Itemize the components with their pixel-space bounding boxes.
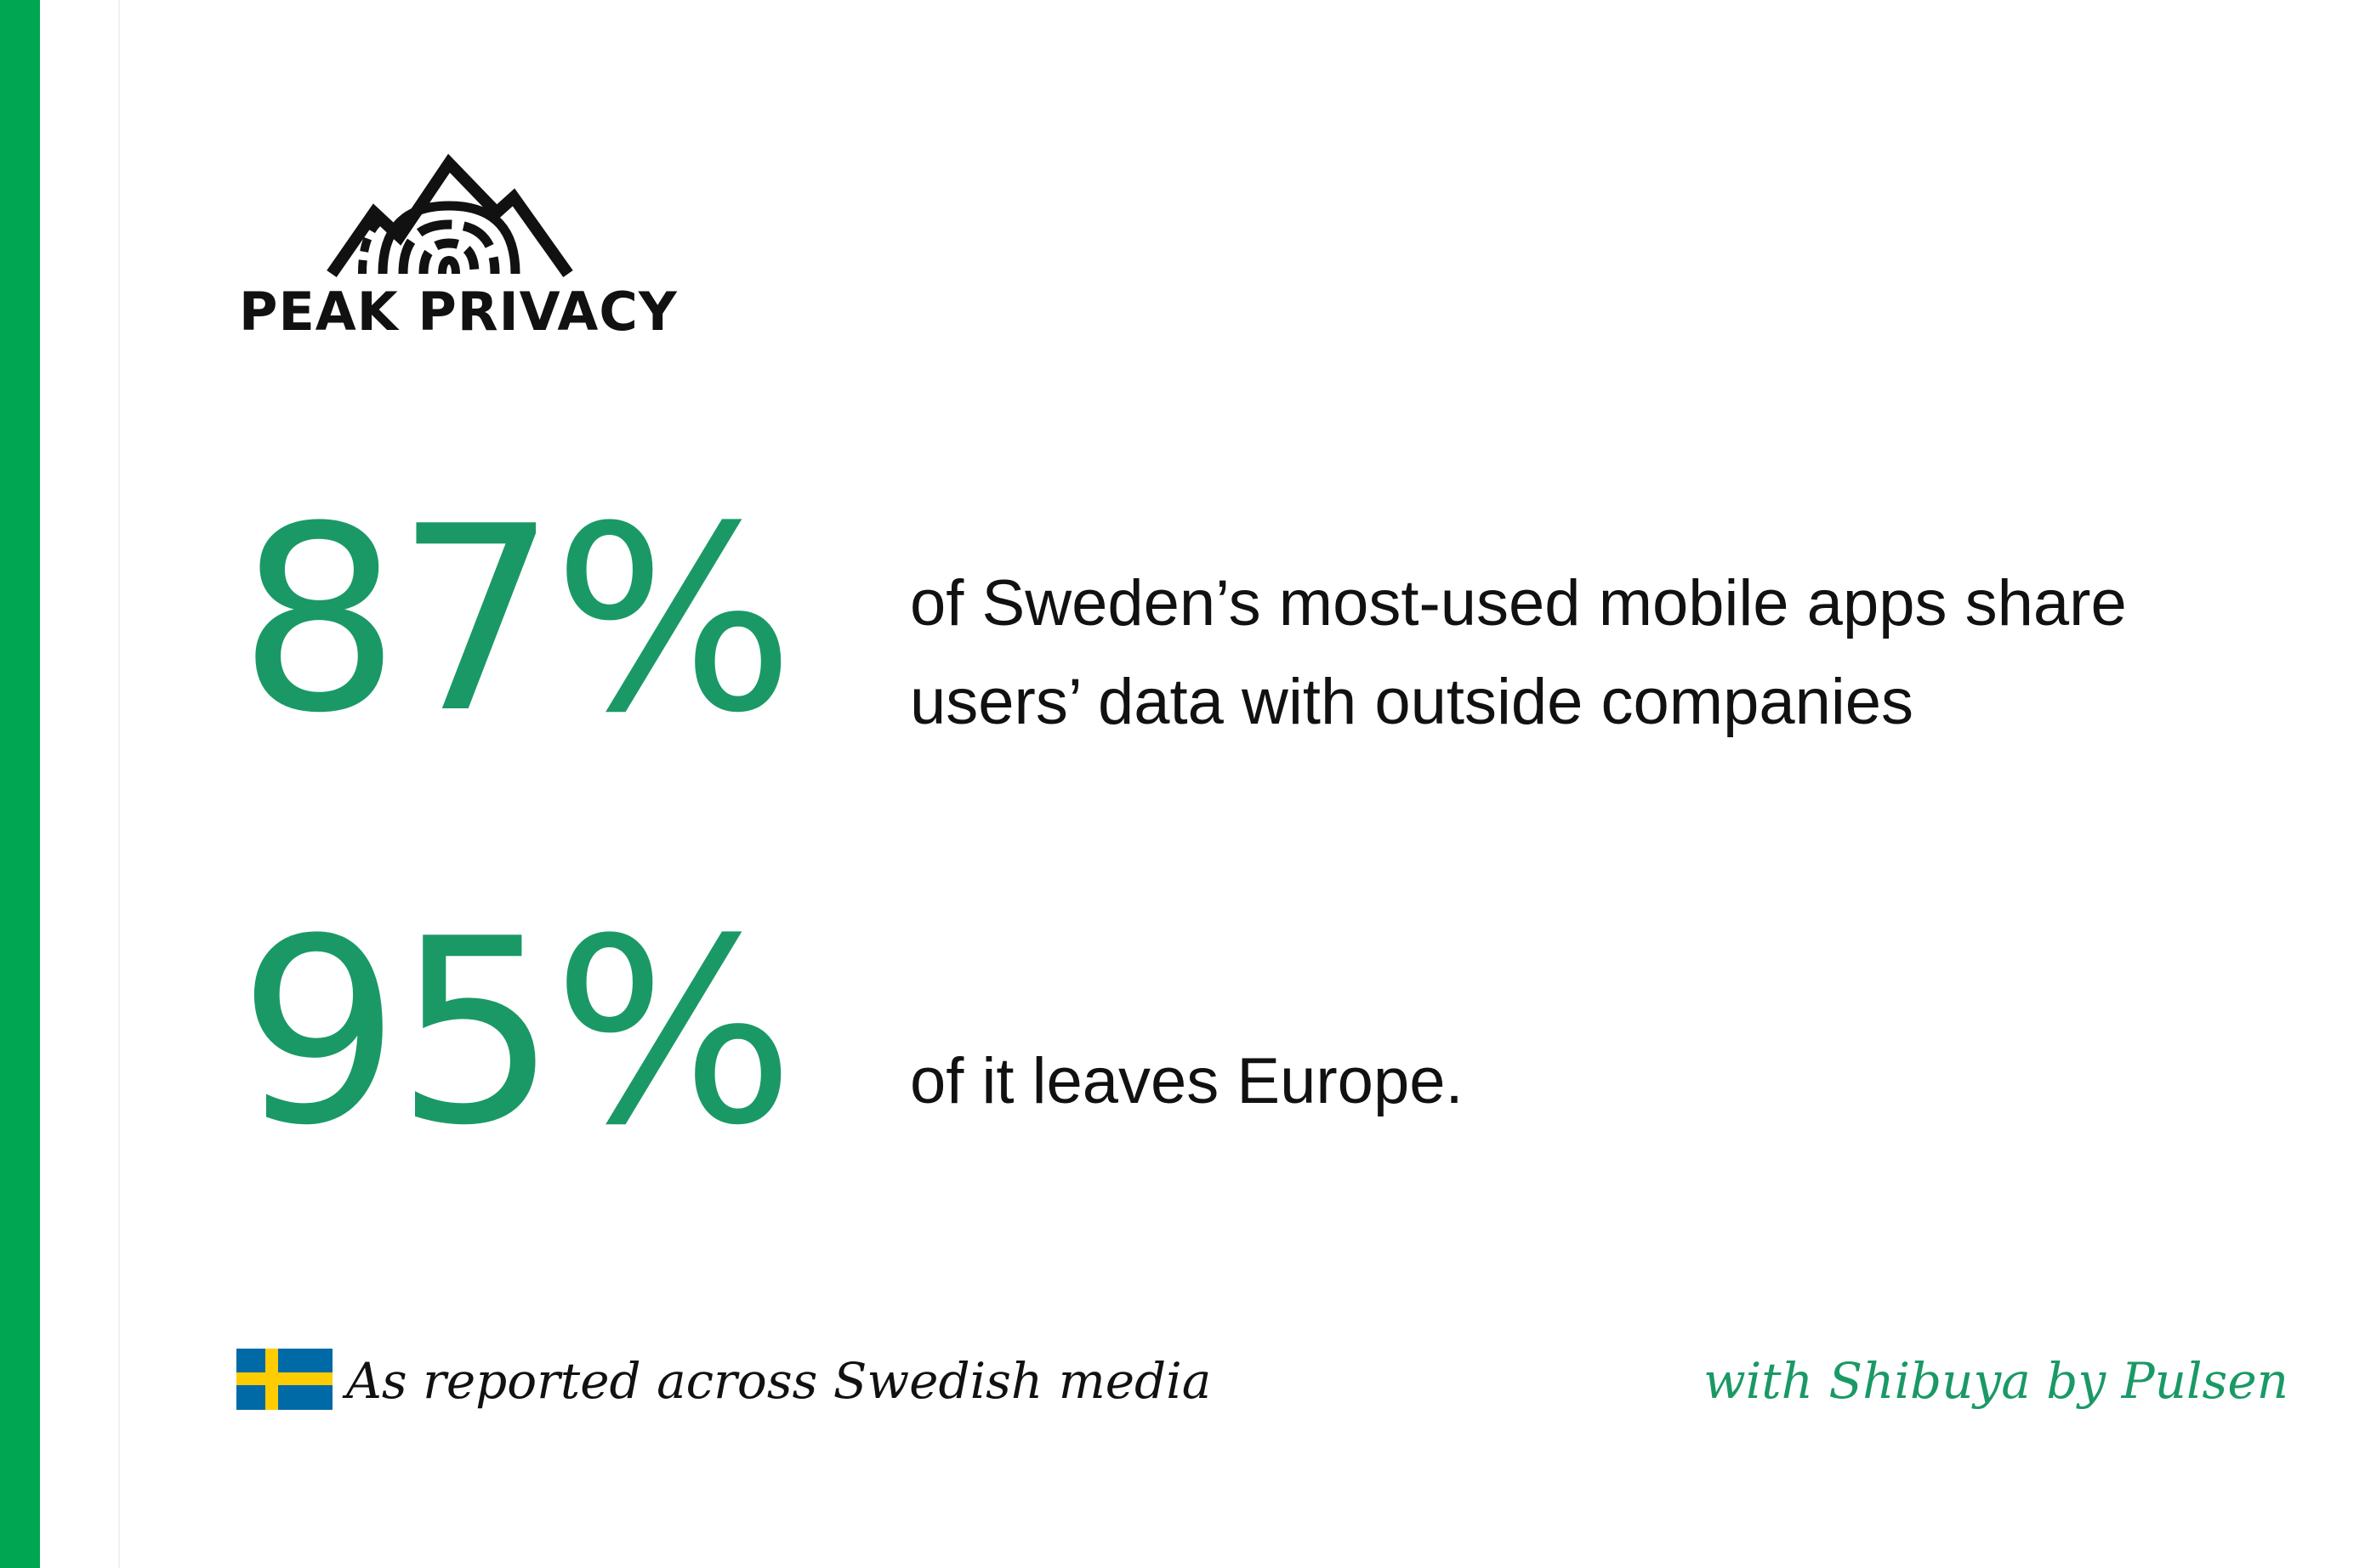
- source-note: As reported across Swedish media: [346, 1352, 1212, 1410]
- stat-description-leaves-europe: of it leaves Europe.: [910, 1032, 2271, 1131]
- peak-privacy-logo: PEAK PRIVACY: [236, 153, 679, 343]
- partner-credit: with Shibuya by Pulsen: [1703, 1352, 2288, 1410]
- stat-description-line: of it leaves Europe.: [910, 1045, 1464, 1117]
- stat-value-apps-sharing: 87%: [238, 472, 795, 769]
- sweden-flag-icon: [236, 1349, 333, 1410]
- mountain-fingerprint-icon: [327, 153, 573, 278]
- stat-description-apps-sharing: of Sweden’s most-used mobile apps share …: [910, 554, 2271, 752]
- logo-wordmark: PEAK PRIVACY: [239, 281, 678, 343]
- page-divider: [118, 0, 120, 1568]
- stat-description-line: users’ data with outside companies: [910, 666, 1914, 738]
- stat-description-line: of Sweden’s most-used mobile apps share: [910, 567, 2127, 639]
- stat-value-leaves-europe: 95%: [238, 884, 795, 1181]
- accent-side-bar: [0, 0, 40, 1568]
